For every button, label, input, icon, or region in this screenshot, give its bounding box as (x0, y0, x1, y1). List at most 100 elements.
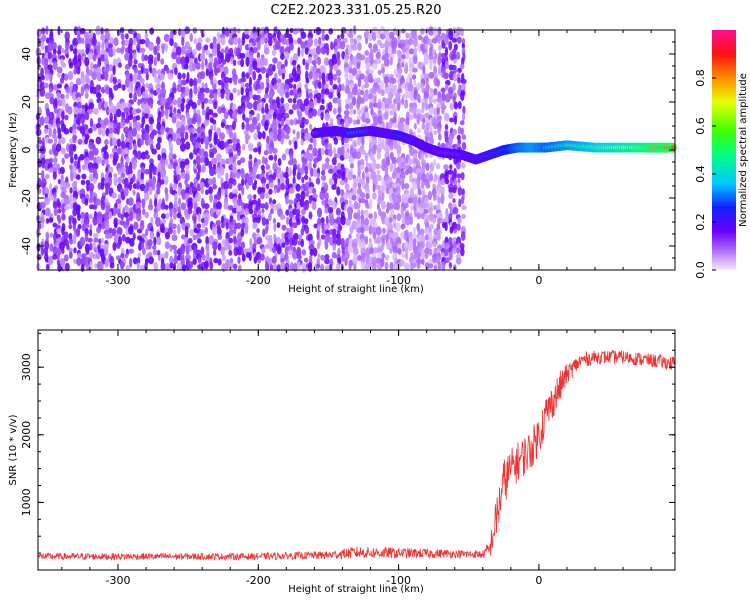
heatmap-cell (305, 77, 310, 84)
colorbar-label: Normalized spectral amplitude (738, 73, 749, 227)
heatmap-cell (377, 109, 383, 115)
heatmap-cell (225, 172, 229, 182)
heatmap-cell (208, 186, 214, 195)
heatmap-cell (135, 108, 142, 114)
heatmap-cell (348, 117, 353, 124)
heatmap-cell (395, 73, 402, 79)
heatmap-cell (115, 198, 122, 204)
heatmap-cell (257, 258, 262, 264)
heatmap-cell (284, 32, 290, 39)
heatmap-cell (208, 109, 214, 116)
heatmap-cell (127, 168, 133, 175)
heatmap-cell (164, 241, 170, 250)
heatmap-cell (413, 245, 419, 255)
heatmap-cell (435, 163, 441, 170)
heatmap-cell (187, 201, 193, 211)
heatmap-cell (101, 127, 106, 137)
heatmap-cell (443, 112, 450, 122)
heatmap-cell (304, 132, 308, 141)
heatmap-cell (228, 38, 235, 46)
heatmap-cell (368, 225, 373, 236)
heatmap-cell (447, 169, 454, 175)
heatmap-cell (293, 39, 298, 45)
heatmap-cell (121, 84, 126, 91)
heatmap-cell (269, 264, 274, 271)
heatmap-cell (196, 232, 201, 240)
heatmap-cell (368, 262, 372, 270)
heatmap-cell (461, 188, 465, 197)
heatmap-cell (149, 124, 154, 131)
heatmap-cell (360, 209, 364, 216)
heatmap-cell (433, 56, 437, 65)
heatmap-cell (284, 102, 290, 111)
heatmap-cell (181, 117, 186, 127)
heatmap-cell (359, 164, 365, 171)
heatmap-cell (48, 111, 55, 121)
heatmap-cell (318, 71, 322, 80)
heatmap-cell (389, 247, 393, 254)
heatmap-cell (213, 257, 219, 264)
heatmap-cell (64, 31, 70, 41)
snr-ylabel: SNR (10 * v/v) (8, 414, 19, 485)
heatmap-cell (325, 161, 330, 170)
heatmap-cell (407, 38, 414, 46)
heatmap-cell (265, 218, 269, 227)
heatmap-cell (332, 243, 337, 252)
heatmap-cell (104, 182, 110, 191)
heatmap-cell (272, 111, 277, 122)
heatmap-cell (133, 66, 138, 74)
heatmap-cell (112, 206, 117, 217)
heatmap-cell (256, 78, 261, 85)
heatmap-cell (212, 36, 217, 45)
heatmap-cell (316, 97, 321, 104)
heatmap-cell (337, 91, 341, 100)
heatmap-cell (393, 237, 397, 244)
y-tick-label: 20 (20, 95, 33, 109)
heatmap-cell (364, 152, 369, 162)
heatmap-cell (64, 204, 70, 211)
heatmap-cell (109, 77, 113, 83)
heatmap-cell (155, 142, 161, 151)
heatmap-cell (443, 164, 449, 170)
heatmap-cell (452, 207, 459, 215)
heatmap-cell (289, 77, 294, 83)
heatmap-cell (129, 257, 133, 268)
heatmap-cell (186, 111, 190, 120)
heatmap-cell (57, 133, 62, 140)
heatmap-cell (308, 101, 315, 111)
heatmap-cell (104, 257, 109, 268)
heatmap-cell (177, 228, 181, 234)
heatmap-cell (212, 241, 218, 251)
heatmap-cell (56, 91, 61, 100)
heatmap-cell (123, 187, 129, 197)
heatmap-cell (49, 157, 53, 165)
heatmap-cell (252, 182, 257, 191)
heatmap-cell (193, 85, 198, 95)
heatmap-cell (35, 128, 42, 137)
heatmap-cell (128, 57, 133, 67)
heatmap-cell (41, 170, 45, 180)
heatmap-cell (404, 157, 409, 165)
heatmap-cell (61, 247, 65, 255)
heatmap-cell (74, 60, 78, 70)
heatmap-cell (307, 112, 313, 119)
heatmap-cell (433, 192, 437, 202)
heatmap-cell (423, 57, 429, 65)
heatmap-cell (169, 262, 174, 269)
heatmap-cell (52, 122, 56, 129)
heatmap-cell (345, 103, 350, 110)
heatmap-cell (301, 263, 307, 273)
heatmap-cell (267, 68, 274, 76)
heatmap-cell (164, 204, 169, 210)
heatmap-cell (40, 182, 46, 189)
x-tick-label: -300 (105, 274, 130, 287)
heatmap-cell (244, 172, 250, 180)
heatmap-cell (45, 263, 50, 271)
heatmap-cell (95, 156, 102, 165)
heatmap-cell (72, 207, 78, 217)
heatmap-cell (413, 56, 418, 65)
heatmap-cell (96, 226, 101, 234)
heatmap-cell (384, 52, 390, 59)
heatmap-cell (52, 246, 58, 256)
heatmap-cell (308, 71, 313, 80)
